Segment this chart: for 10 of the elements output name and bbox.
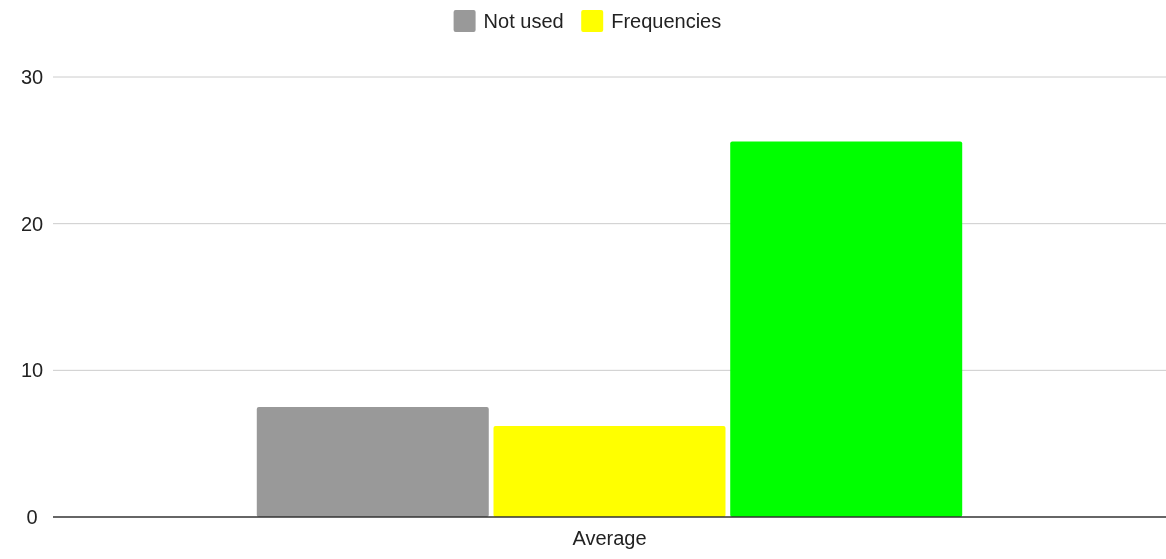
x-tick-label: Average — [572, 527, 647, 549]
bar — [256, 407, 489, 517]
y-tick-label: 0 — [26, 506, 38, 528]
legend-label: Frequencies — [611, 10, 722, 32]
bar — [730, 141, 963, 517]
y-tick-label: 10 — [20, 359, 44, 382]
y-tick-label: 20 — [20, 212, 44, 235]
bar — [493, 426, 726, 517]
y-tick-label: 30 — [20, 66, 44, 88]
legend-label: Not used — [483, 10, 564, 32]
